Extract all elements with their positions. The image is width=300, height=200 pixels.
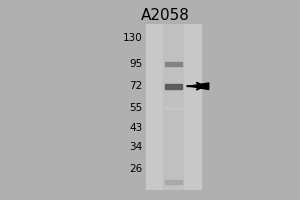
Bar xyxy=(165,84,182,89)
Bar xyxy=(165,62,182,66)
Text: 43: 43 xyxy=(129,123,142,133)
Text: 95: 95 xyxy=(129,59,142,69)
Bar xyxy=(165,107,182,109)
Text: 34: 34 xyxy=(129,142,142,152)
Text: 55: 55 xyxy=(129,103,142,113)
Polygon shape xyxy=(189,83,209,89)
Bar xyxy=(164,24,183,190)
Bar xyxy=(165,180,182,184)
Title: A2058: A2058 xyxy=(141,8,189,23)
Text: 26: 26 xyxy=(129,164,142,174)
Bar xyxy=(146,24,201,190)
Text: 130: 130 xyxy=(123,33,142,43)
Text: 72: 72 xyxy=(129,81,142,91)
